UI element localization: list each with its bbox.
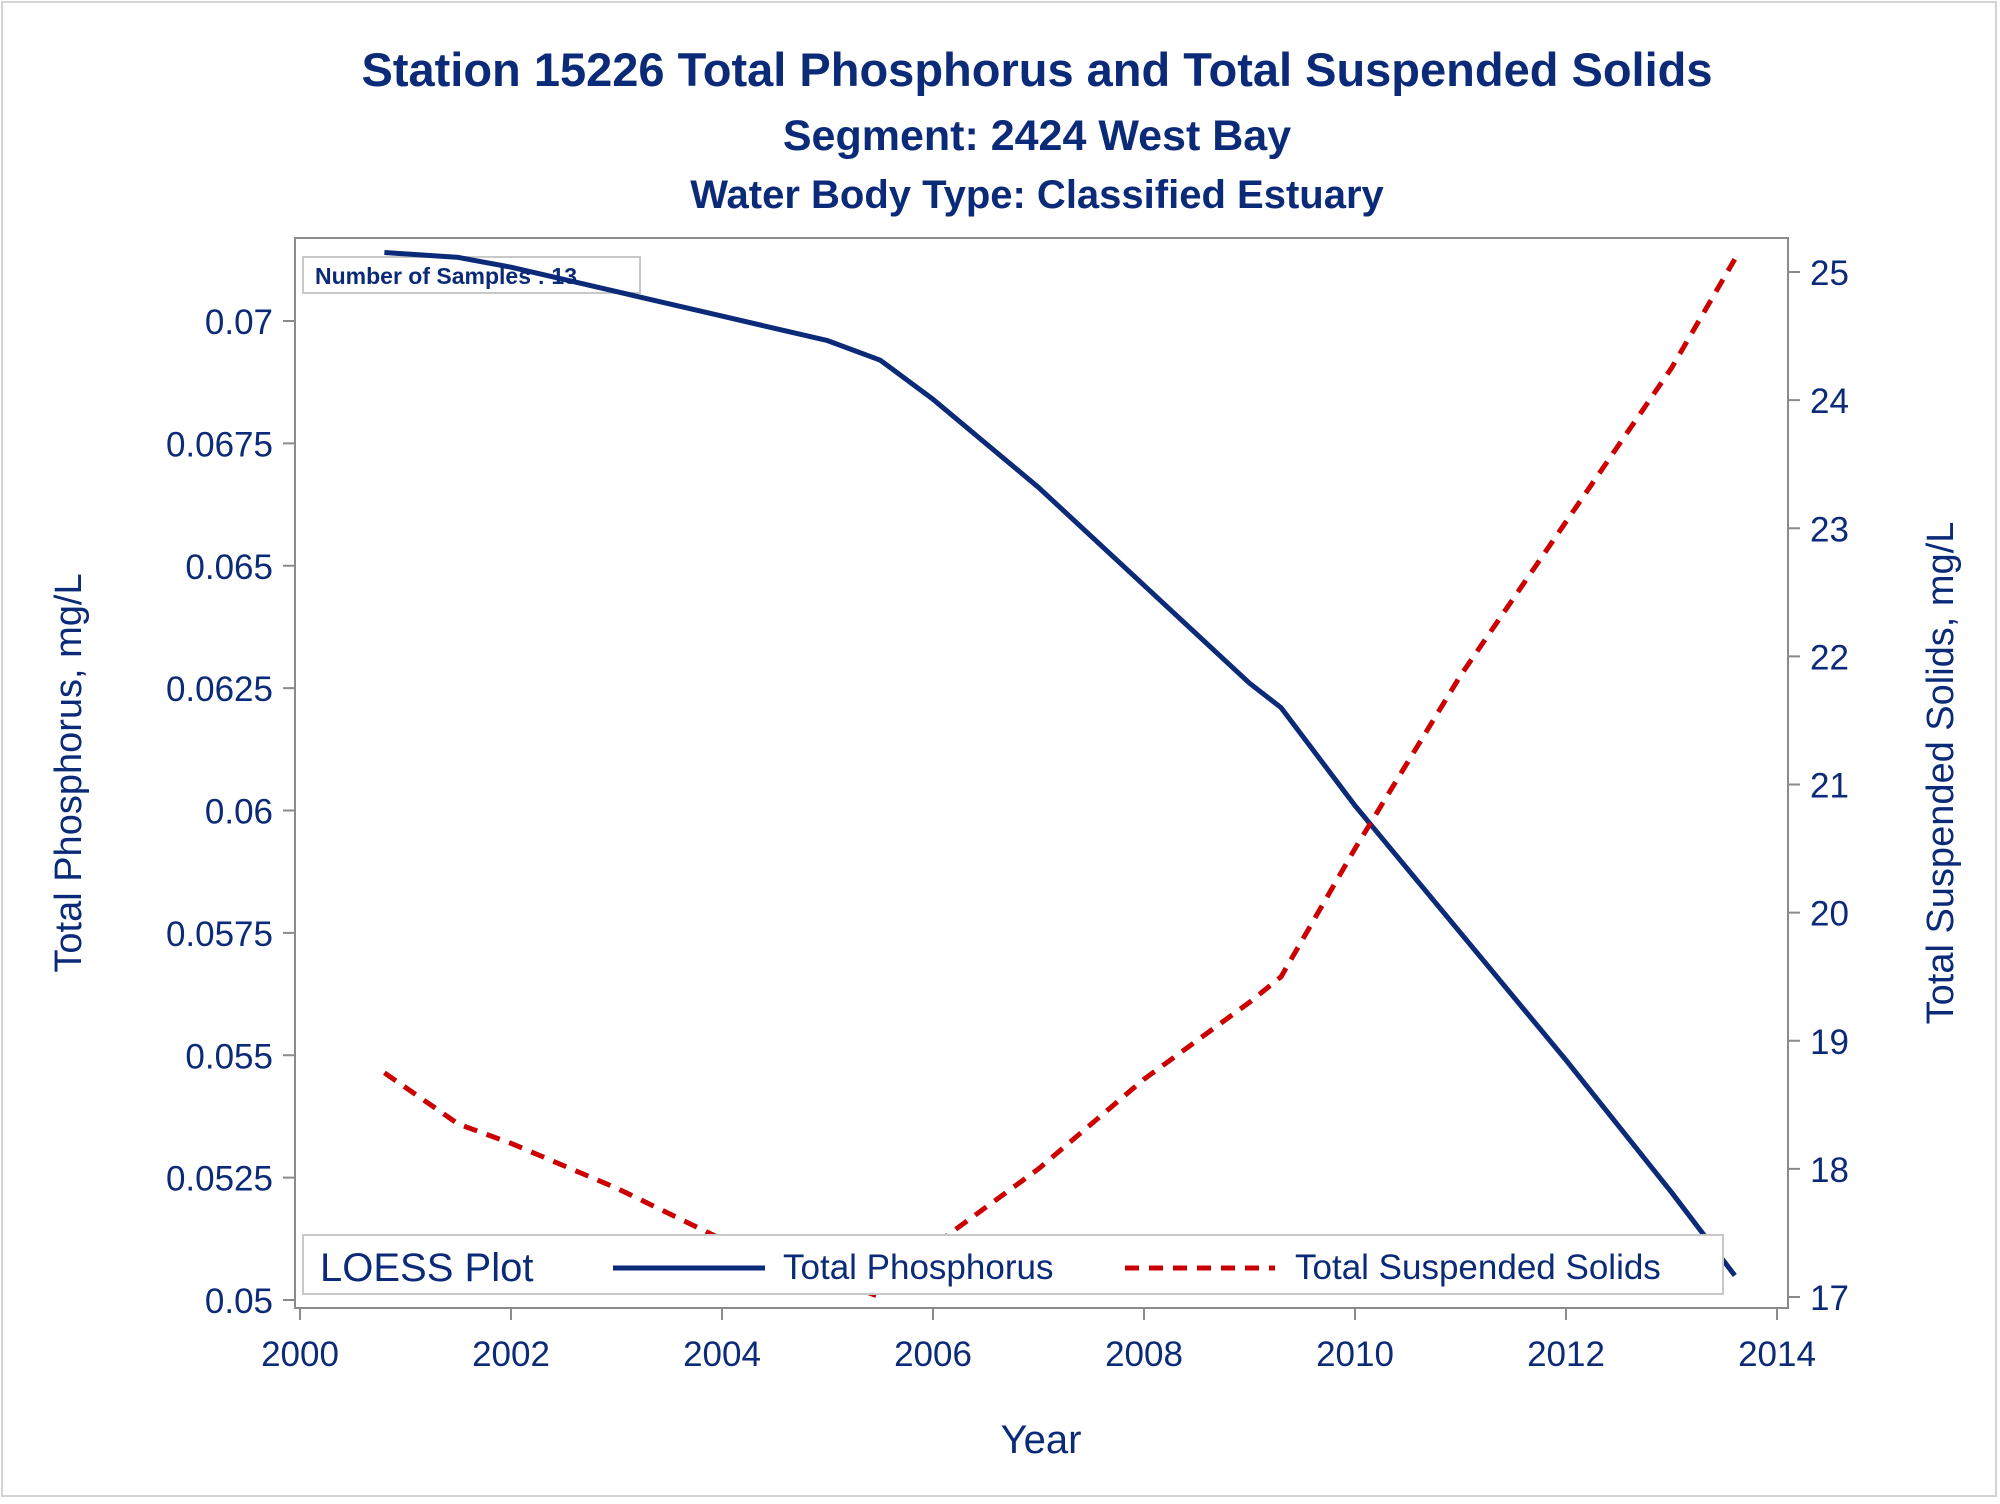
y-left-tick-label-7: 0.0675 — [166, 425, 273, 464]
y-right-tick-label-2: 19 — [1810, 1023, 1849, 1062]
legend-label-tss: Total Suspended Solids — [1295, 1248, 1661, 1287]
y-left-tick-label-2: 0.055 — [185, 1037, 273, 1076]
y-right-tick-label-6: 23 — [1810, 510, 1849, 549]
legend-box — [302, 1234, 1724, 1295]
x-tick-label-7: 2014 — [1738, 1335, 1816, 1374]
samples-inset-box — [302, 256, 641, 294]
y-left-tick-label-1: 0.0525 — [166, 1160, 273, 1199]
bottom-axis: 2000 2002 2004 2006 2008 2010 2012 2014 — [261, 1308, 1816, 1374]
x-axis-label: Year — [1001, 1418, 1082, 1462]
y-right-tick-label-3: 20 — [1810, 895, 1849, 934]
chart-title: Station 15226 Total Phosphorus and Total… — [362, 43, 1713, 96]
chart-subtitle-2: Water Body Type: Classified Estuary — [690, 173, 1384, 217]
series-layer — [382, 250, 1737, 1300]
y-left-tick-label-0: 0.05 — [205, 1282, 273, 1321]
x-tick-label-2: 2004 — [683, 1335, 761, 1374]
y-right-tick-label-0: 17 — [1810, 1279, 1849, 1318]
x-tick-label-4: 2008 — [1105, 1335, 1183, 1374]
series-line-total-phosphorus — [384, 250, 1737, 1278]
y-left-tick-label-3: 0.0575 — [166, 915, 273, 954]
x-tick-label-5: 2010 — [1316, 1335, 1394, 1374]
legend: LOESS Plot Total Phosphorus Total Suspen… — [302, 1234, 1724, 1295]
y-left-tick-label-6: 0.065 — [185, 548, 273, 587]
left-axis: 0.05 0.0525 0.055 0.0575 0.06 0.0625 0.065 0.06… — [166, 303, 295, 1321]
y-right-tick-label-7: 24 — [1810, 382, 1849, 421]
chart-svg: Station 15226 Total Phosphorus and Total… — [48, 43, 1962, 1462]
y-axis-label-right: Total Suspended Solids, mg/L — [1920, 522, 1962, 1025]
x-tick-label-3: 2006 — [894, 1335, 972, 1374]
series-line-total-suspended-solids — [382, 257, 1737, 1300]
legend-title: LOESS Plot — [320, 1246, 533, 1290]
y-left-tick-label-5: 0.0625 — [166, 670, 273, 709]
chart-subtitle: Segment: 2424 West Bay — [783, 112, 1291, 160]
y-left-tick-label-8: 0.07 — [205, 303, 273, 342]
plot-area — [294, 237, 1789, 1309]
y-right-tick-label-5: 22 — [1810, 638, 1849, 677]
x-tick-label-6: 2012 — [1527, 1335, 1605, 1374]
y-left-tick-label-4: 0.06 — [205, 793, 273, 832]
y-right-tick-label-1: 18 — [1810, 1151, 1849, 1190]
y-axis-label-left: Total Phosphorus, mg/L — [48, 573, 90, 972]
x-tick-label-1: 2002 — [472, 1335, 550, 1374]
right-axis: 17 18 19 20 21 22 23 24 25 — [1788, 254, 1849, 1318]
legend-label-phosphorus: Total Phosphorus — [783, 1248, 1053, 1287]
x-tick-label-0: 2000 — [261, 1335, 339, 1374]
y-right-tick-label-8: 25 — [1810, 254, 1849, 293]
samples-inset-label: Number of Samples : 13 — [315, 263, 577, 289]
y-right-tick-label-4: 21 — [1810, 767, 1849, 806]
